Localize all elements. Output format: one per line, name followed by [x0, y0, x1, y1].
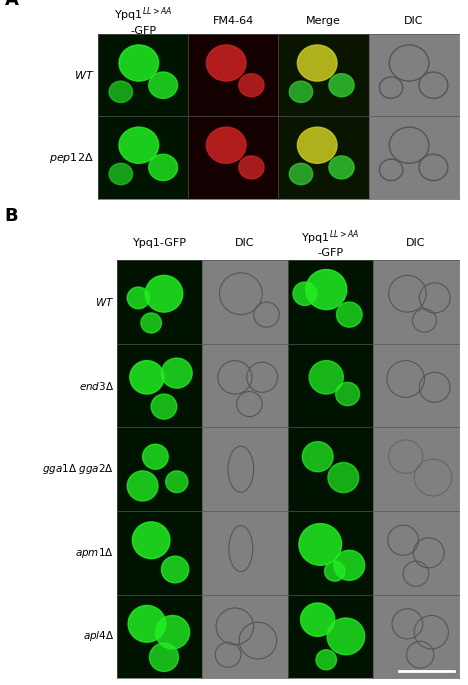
Circle shape [127, 471, 158, 501]
Circle shape [132, 522, 170, 559]
Circle shape [128, 606, 166, 643]
Circle shape [149, 72, 177, 99]
Text: A: A [5, 0, 19, 9]
Text: Ypq1$^{LL>AA}$
-GFP: Ypq1$^{LL>AA}$ -GFP [114, 5, 173, 36]
Circle shape [300, 603, 335, 636]
Circle shape [289, 163, 313, 185]
Circle shape [143, 444, 168, 469]
Circle shape [293, 282, 317, 306]
Circle shape [309, 360, 344, 394]
Circle shape [145, 275, 183, 312]
Circle shape [316, 650, 336, 670]
Circle shape [149, 643, 178, 671]
Text: $WT$: $WT$ [95, 296, 114, 308]
Text: $gga1\Delta\ gga2\Delta$: $gga1\Delta\ gga2\Delta$ [42, 462, 114, 476]
Circle shape [119, 45, 159, 81]
Circle shape [289, 81, 313, 103]
Circle shape [155, 616, 190, 649]
Text: $WT$: $WT$ [73, 69, 94, 82]
Circle shape [299, 523, 342, 565]
Text: DIC: DIC [406, 238, 426, 248]
Circle shape [297, 45, 337, 81]
Circle shape [151, 394, 177, 419]
Circle shape [109, 163, 132, 185]
Circle shape [127, 287, 149, 309]
Circle shape [149, 154, 177, 181]
Circle shape [324, 561, 345, 581]
Text: $pep12\Delta$: $pep12\Delta$ [50, 151, 94, 164]
Circle shape [334, 550, 365, 580]
Text: Ypq1$^{LL>AA}$
-GFP: Ypq1$^{LL>AA}$ -GFP [301, 228, 360, 258]
Circle shape [306, 269, 347, 310]
Circle shape [329, 74, 354, 97]
Circle shape [161, 358, 192, 388]
Text: DIC: DIC [235, 238, 255, 248]
Text: $end3\Delta$: $end3\Delta$ [79, 379, 114, 392]
Text: Merge: Merge [306, 16, 341, 25]
Circle shape [327, 618, 365, 655]
Circle shape [119, 127, 159, 163]
Circle shape [239, 156, 264, 179]
Circle shape [336, 382, 359, 406]
Text: FM4-64: FM4-64 [213, 16, 254, 25]
Circle shape [297, 127, 337, 163]
Circle shape [328, 462, 358, 493]
Circle shape [109, 81, 132, 103]
Text: $apl4\Delta$: $apl4\Delta$ [82, 630, 114, 643]
Circle shape [336, 302, 362, 327]
Text: B: B [5, 207, 18, 225]
Circle shape [130, 360, 164, 394]
Circle shape [239, 74, 264, 97]
Circle shape [302, 442, 333, 472]
Circle shape [206, 127, 246, 163]
Circle shape [141, 313, 161, 333]
Text: Ypq1-GFP: Ypq1-GFP [133, 238, 187, 248]
Text: DIC: DIC [404, 16, 424, 25]
Circle shape [161, 556, 189, 583]
Circle shape [166, 471, 188, 493]
Circle shape [206, 45, 246, 81]
Circle shape [329, 156, 354, 179]
Text: $apm1\Delta$: $apm1\Delta$ [75, 546, 114, 560]
